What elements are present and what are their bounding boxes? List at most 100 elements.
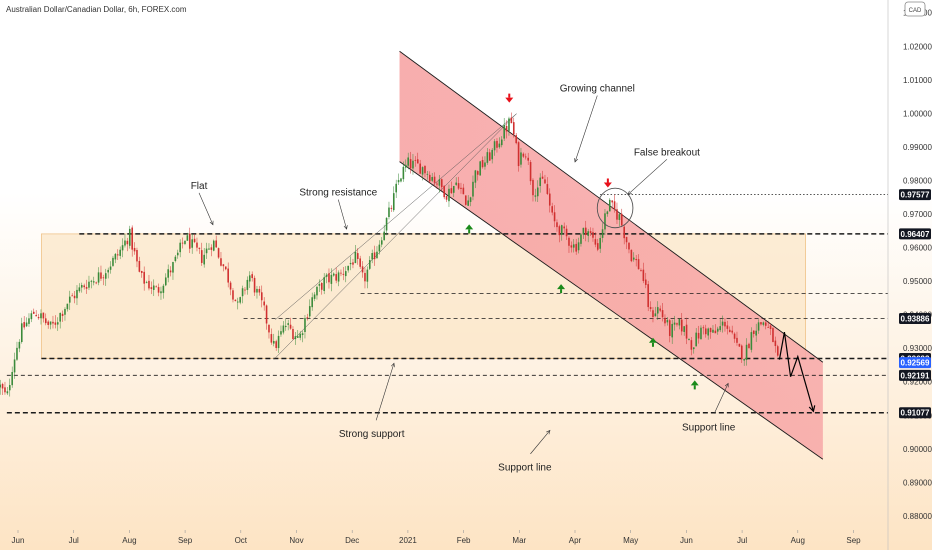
candle-body (164, 277, 167, 286)
price-tag-0.93886[interactable]: 0.93886 (899, 312, 931, 324)
candle (287, 319, 289, 331)
candle-body (318, 284, 321, 286)
candle-body (668, 320, 671, 336)
candle (428, 171, 431, 184)
candle (414, 156, 417, 167)
candle-body (37, 316, 40, 319)
candle (493, 139, 496, 156)
candle-body (8, 385, 11, 391)
price-tag-0.92191[interactable]: 0.92191 (899, 369, 931, 381)
candle-body (143, 271, 145, 284)
candle-body (388, 207, 390, 218)
candle (424, 165, 426, 178)
candle-body (126, 240, 129, 245)
candle (548, 188, 551, 213)
candle (755, 323, 757, 342)
candle-body (548, 193, 551, 206)
candle-body (678, 319, 681, 326)
candle-body (97, 272, 100, 283)
candle (224, 266, 227, 271)
candle-body (16, 347, 18, 360)
candle (64, 307, 66, 321)
candle (388, 201, 390, 220)
candle (133, 242, 136, 255)
candle (740, 344, 743, 363)
annotation-2[interactable]: Growing channel (560, 84, 635, 163)
candle-body (611, 200, 613, 203)
candle-body (4, 387, 6, 393)
candle-body (563, 226, 565, 229)
candle-body (536, 187, 539, 197)
green-up-arrow-icon-4 (648, 337, 657, 347)
candle (191, 233, 193, 254)
price-tag-0.96407[interactable]: 0.96407 (899, 228, 931, 240)
x-tick-label: 2021 (399, 536, 417, 545)
candle (664, 314, 666, 327)
candle-body (232, 290, 234, 300)
candle-body (772, 328, 774, 343)
annotation-4[interactable]: Strong support (339, 362, 405, 440)
candle (654, 306, 657, 317)
candle (136, 247, 138, 268)
candle (611, 200, 613, 209)
candle (124, 233, 126, 248)
trendline-1[interactable] (275, 113, 517, 320)
candle-body (692, 347, 695, 350)
candle-body (304, 318, 306, 332)
price-tag-bg (899, 407, 931, 419)
candle-body (649, 307, 652, 309)
price-tag-bg (899, 189, 931, 201)
currency-badge[interactable]: CAD (904, 1, 926, 17)
candle-body (464, 195, 467, 205)
candle-body (20, 323, 23, 343)
candle-body (64, 308, 66, 315)
candle (378, 240, 381, 255)
candle-body (541, 176, 544, 179)
annotation-3[interactable]: False breakout (627, 147, 700, 196)
candle-body (642, 269, 645, 282)
candle-body (443, 185, 445, 198)
candle (448, 184, 450, 207)
candle (685, 317, 688, 345)
candle-body (265, 305, 268, 324)
candle (716, 326, 719, 335)
candle (364, 267, 366, 289)
candle (179, 239, 181, 258)
candle (61, 310, 64, 322)
price-tag-label: 0.96407 (901, 230, 930, 239)
candle (488, 148, 491, 161)
annotation-5[interactable]: Support line (498, 429, 552, 474)
annotation-pointer (198, 192, 214, 225)
candle-body (452, 186, 455, 193)
candle (553, 205, 556, 228)
y-tick-label: 0.98000 (903, 176, 932, 185)
candle-body (203, 254, 205, 265)
candle (452, 185, 455, 198)
candle-body (371, 253, 373, 260)
annotation-1[interactable]: Strong resistance (299, 188, 378, 230)
candle (776, 344, 779, 357)
false-breakout-circle[interactable] (596, 187, 634, 229)
price-tag-0.92569[interactable]: 0.92569 (899, 357, 931, 369)
candle-body (162, 285, 165, 293)
candle (299, 331, 301, 341)
annotation-0[interactable]: Flat (191, 181, 214, 226)
price-tag-0.91077[interactable]: 0.91077 (899, 407, 931, 419)
annotation-6[interactable]: Support line (682, 382, 736, 433)
trendline-0[interactable] (273, 113, 517, 360)
candle (536, 180, 539, 202)
candle (700, 325, 702, 340)
price-tag-0.97577[interactable]: 0.97577 (899, 189, 931, 201)
candle (661, 303, 664, 322)
candle-body (253, 277, 256, 293)
candle-body (368, 259, 371, 269)
channel-lower-line[interactable] (399, 161, 824, 460)
channel-upper-line[interactable] (399, 50, 824, 363)
candle (232, 287, 234, 303)
projection-arrowhead (808, 405, 816, 413)
candle-body (714, 330, 717, 334)
projection-path[interactable] (778, 331, 814, 412)
candle (733, 332, 736, 343)
candle-body (512, 122, 515, 135)
